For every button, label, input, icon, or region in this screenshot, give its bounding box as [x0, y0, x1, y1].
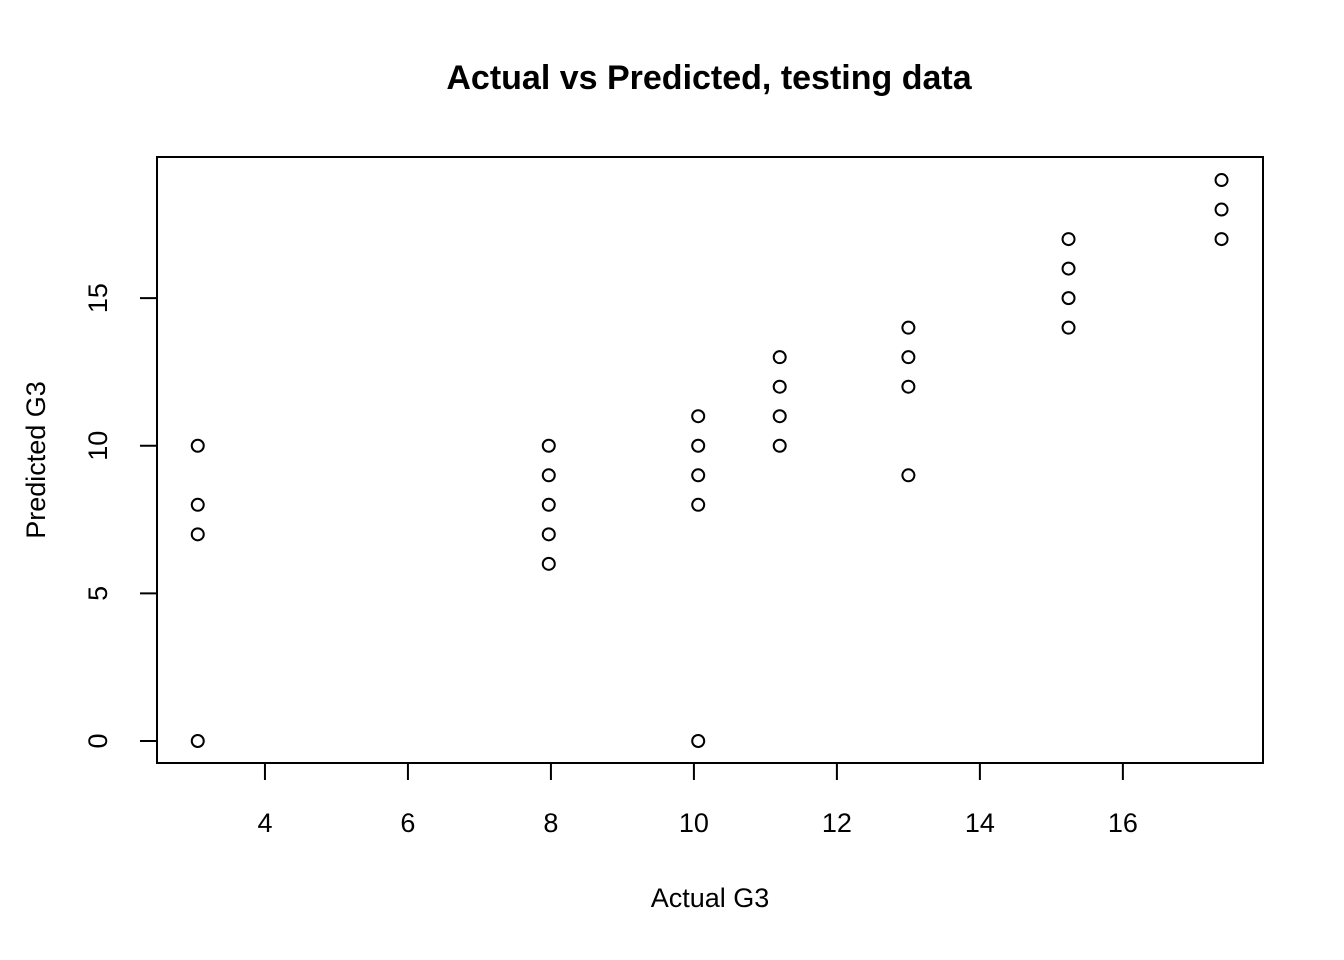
- point: [691, 497, 706, 512]
- point: [541, 438, 556, 453]
- point: [901, 350, 916, 365]
- point: [772, 379, 787, 394]
- y-axis-label: Predicted G3: [21, 381, 51, 539]
- point: [1061, 261, 1076, 276]
- point: [691, 409, 706, 424]
- point: [691, 734, 706, 749]
- point: [1214, 232, 1229, 247]
- point: [190, 527, 205, 542]
- chart-title: Actual vs Predicted, testing data: [446, 59, 972, 97]
- point: [541, 527, 556, 542]
- point: [190, 734, 205, 749]
- y-tick-label: 15: [83, 283, 113, 313]
- point: [1214, 202, 1229, 217]
- point: [1061, 232, 1076, 247]
- y-tick-label: 5: [83, 586, 113, 601]
- x-tick-label: 8: [543, 808, 558, 838]
- point: [772, 350, 787, 365]
- x-tick-label: 12: [822, 808, 852, 838]
- point: [1214, 173, 1229, 188]
- point: [541, 468, 556, 483]
- x-tick-label: 4: [257, 808, 272, 838]
- point: [541, 556, 556, 571]
- y-tick-label: 10: [83, 431, 113, 461]
- point: [190, 438, 205, 453]
- point: [190, 497, 205, 512]
- plot-box: [156, 156, 1264, 764]
- x-tick-label: 10: [679, 808, 709, 838]
- x-tick-label: 16: [1108, 808, 1138, 838]
- point: [1061, 320, 1076, 335]
- point: [1061, 291, 1076, 306]
- y-tick-label: 0: [83, 733, 113, 748]
- point: [541, 497, 556, 512]
- x-tick-label: 14: [965, 808, 995, 838]
- point: [772, 438, 787, 453]
- point: [772, 409, 787, 424]
- x-tick-label: 6: [400, 808, 415, 838]
- point: [901, 379, 916, 394]
- point: [691, 438, 706, 453]
- point: [901, 468, 916, 483]
- point: [901, 320, 916, 335]
- point: [691, 468, 706, 483]
- x-axis-label: Actual G3: [651, 883, 770, 913]
